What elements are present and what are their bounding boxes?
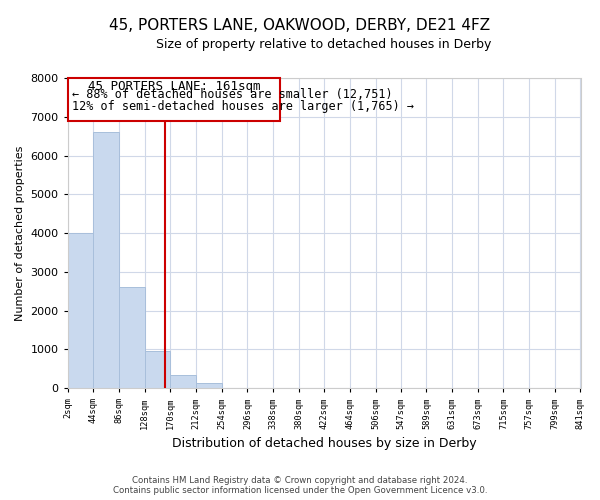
- Title: Size of property relative to detached houses in Derby: Size of property relative to detached ho…: [157, 38, 492, 51]
- Text: 45 PORTERS LANE: 161sqm: 45 PORTERS LANE: 161sqm: [88, 80, 260, 92]
- Bar: [119, 288, 145, 388]
- Text: ← 88% of detached houses are smaller (12,751): ← 88% of detached houses are smaller (12…: [72, 88, 392, 102]
- FancyBboxPatch shape: [68, 78, 280, 120]
- Bar: [94, 132, 119, 388]
- Text: 12% of semi-detached houses are larger (1,765) →: 12% of semi-detached houses are larger (…: [72, 100, 414, 113]
- Bar: [170, 376, 196, 388]
- Y-axis label: Number of detached properties: Number of detached properties: [15, 146, 25, 321]
- Bar: [68, 233, 94, 388]
- Text: Contains HM Land Registry data © Crown copyright and database right 2024.
Contai: Contains HM Land Registry data © Crown c…: [113, 476, 487, 495]
- Bar: [145, 350, 170, 388]
- Bar: [196, 384, 222, 388]
- X-axis label: Distribution of detached houses by size in Derby: Distribution of detached houses by size …: [172, 437, 476, 450]
- Text: 45, PORTERS LANE, OAKWOOD, DERBY, DE21 4FZ: 45, PORTERS LANE, OAKWOOD, DERBY, DE21 4…: [109, 18, 491, 32]
